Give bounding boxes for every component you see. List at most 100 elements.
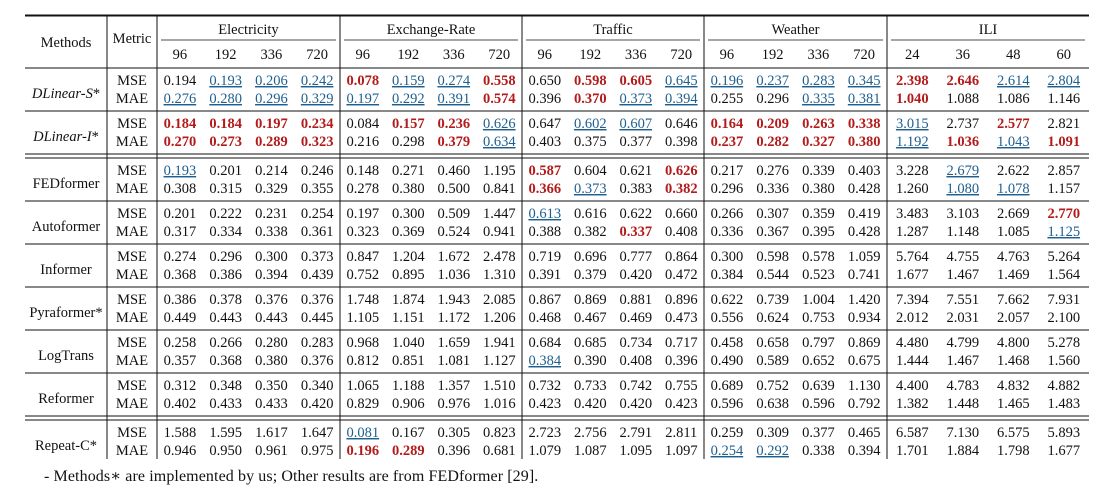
metric-label: MAE bbox=[116, 310, 148, 326]
horizon-header: 48 bbox=[1006, 47, 1021, 63]
mse-value: 1.420 bbox=[848, 292, 881, 308]
mse-value: 0.276 bbox=[756, 163, 789, 179]
mae-value: 1.172 bbox=[437, 310, 470, 326]
mae-value: 0.216 bbox=[346, 134, 379, 150]
mse-value: 2.756 bbox=[574, 425, 607, 441]
mae-value: 0.382 bbox=[574, 224, 607, 240]
mse-value: 0.259 bbox=[711, 425, 744, 441]
mse-value: 0.373 bbox=[301, 249, 334, 265]
mae-value: 1.125 bbox=[1047, 224, 1080, 240]
mse-value: 0.157 bbox=[392, 116, 425, 132]
mae-value: 1.310 bbox=[483, 267, 516, 283]
table-row: DLinear-S* MSE MAE 0.194 0.193 0.206 0.242 0.07… bbox=[31, 73, 1081, 107]
mae-value: 0.428 bbox=[848, 224, 881, 240]
mse-value: 0.193 bbox=[209, 73, 242, 89]
mae-value: 0.439 bbox=[301, 267, 334, 283]
mae-value: 0.396 bbox=[437, 443, 470, 459]
mse-value: 0.613 bbox=[528, 206, 561, 222]
mse-value: 0.607 bbox=[619, 116, 652, 132]
mae-value: 0.327 bbox=[802, 134, 835, 150]
mse-value: 0.258 bbox=[164, 335, 197, 351]
mse-value: 3.103 bbox=[946, 206, 979, 222]
table-row: Autoformer MSE MAE 0.201 0.222 0.231 0.254 0.19… bbox=[32, 206, 1080, 240]
table-row: Reformer MSE MAE 0.312 0.348 0.350 0.340 1.065 1… bbox=[38, 378, 1080, 412]
mae-value: 0.282 bbox=[756, 134, 789, 150]
mse-value: 4.882 bbox=[1047, 378, 1080, 394]
mae-value: 0.196 bbox=[346, 443, 379, 459]
mse-value: 0.300 bbox=[392, 206, 425, 222]
mse-value: 2.804 bbox=[1047, 73, 1080, 89]
mse-value: 2.679 bbox=[946, 163, 979, 179]
mse-value: 2.478 bbox=[483, 249, 516, 265]
mse-value: 0.254 bbox=[301, 206, 334, 222]
mae-value: 0.368 bbox=[209, 353, 242, 369]
mae-value: 0.445 bbox=[301, 310, 334, 326]
mse-value: 7.662 bbox=[997, 292, 1030, 308]
mae-value: 1.701 bbox=[896, 443, 929, 459]
mse-value: 3.483 bbox=[896, 206, 929, 222]
mse-value: 7.130 bbox=[946, 425, 979, 441]
mse-value: 0.283 bbox=[301, 335, 334, 351]
horizon-header: 192 bbox=[762, 47, 784, 63]
mse-value: 0.419 bbox=[848, 206, 881, 222]
horizon-header: 336 bbox=[625, 47, 647, 63]
mse-value: 0.184 bbox=[164, 116, 197, 132]
mae-value: 0.895 bbox=[392, 267, 425, 283]
mae-value: 1.086 bbox=[997, 91, 1030, 107]
mse-value: 0.660 bbox=[665, 206, 698, 222]
mae-value: 0.391 bbox=[528, 267, 561, 283]
mse-value: 0.777 bbox=[619, 249, 652, 265]
mae-value: 0.368 bbox=[164, 267, 197, 283]
mse-value: 1.748 bbox=[346, 292, 379, 308]
metric-label: MSE bbox=[117, 425, 147, 441]
mse-value: 0.184 bbox=[209, 116, 242, 132]
mse-value: 0.622 bbox=[711, 292, 744, 308]
mae-value: 0.544 bbox=[756, 267, 789, 283]
mae-value: 1.105 bbox=[346, 310, 379, 326]
mse-value: 2.646 bbox=[946, 73, 979, 89]
mse-value: 0.222 bbox=[209, 206, 242, 222]
mse-value: 0.206 bbox=[255, 73, 288, 89]
mae-value: 0.381 bbox=[848, 91, 881, 107]
mse-value: 0.305 bbox=[437, 425, 470, 441]
mse-value: 0.647 bbox=[528, 116, 561, 132]
mse-value: 0.386 bbox=[164, 292, 197, 308]
mse-value: 3.228 bbox=[896, 163, 929, 179]
metric-label: MAE bbox=[116, 396, 148, 412]
mae-value: 0.524 bbox=[437, 224, 470, 240]
mae-value: 0.382 bbox=[665, 181, 698, 197]
mae-value: 0.390 bbox=[574, 353, 607, 369]
horizon-header: 96 bbox=[538, 47, 553, 63]
mse-value: 6.575 bbox=[997, 425, 1030, 441]
mae-value: 0.380 bbox=[392, 181, 425, 197]
table-row: LogTrans MSE MAE 0.258 0.266 0.280 0.283 0.968 1… bbox=[38, 335, 1080, 369]
method-name: Informer bbox=[40, 262, 92, 278]
mae-value: 1.564 bbox=[1047, 267, 1080, 283]
mse-value: 0.639 bbox=[802, 378, 835, 394]
mae-value: 0.380 bbox=[848, 134, 881, 150]
mse-value: 4.832 bbox=[997, 378, 1030, 394]
mse-value: 0.732 bbox=[528, 378, 561, 394]
mae-value: 1.483 bbox=[1047, 396, 1080, 412]
mse-value: 0.626 bbox=[665, 163, 698, 179]
mae-value: 1.146 bbox=[1047, 91, 1080, 107]
mse-value: 0.458 bbox=[711, 335, 744, 351]
mae-value: 0.357 bbox=[164, 353, 197, 369]
mae-value: 0.428 bbox=[848, 181, 881, 197]
mse-value: 0.376 bbox=[255, 292, 288, 308]
mae-value: 1.192 bbox=[896, 134, 929, 150]
mae-value: 2.100 bbox=[1047, 310, 1080, 326]
mae-value: 1.043 bbox=[997, 134, 1030, 150]
metric-label: MAE bbox=[116, 91, 148, 107]
mae-value: 0.753 bbox=[802, 310, 835, 326]
mse-value: 0.558 bbox=[483, 73, 516, 89]
mse-value: 0.646 bbox=[665, 116, 698, 132]
mse-value: 0.274 bbox=[164, 249, 197, 265]
mae-value: 1.444 bbox=[896, 353, 929, 369]
mse-value: 1.059 bbox=[848, 249, 881, 265]
mse-value: 4.783 bbox=[946, 378, 979, 394]
mse-value: 0.684 bbox=[528, 335, 561, 351]
mse-value: 0.403 bbox=[848, 163, 881, 179]
horizon-header: 96 bbox=[173, 47, 188, 63]
mae-value: 1.382 bbox=[896, 396, 929, 412]
